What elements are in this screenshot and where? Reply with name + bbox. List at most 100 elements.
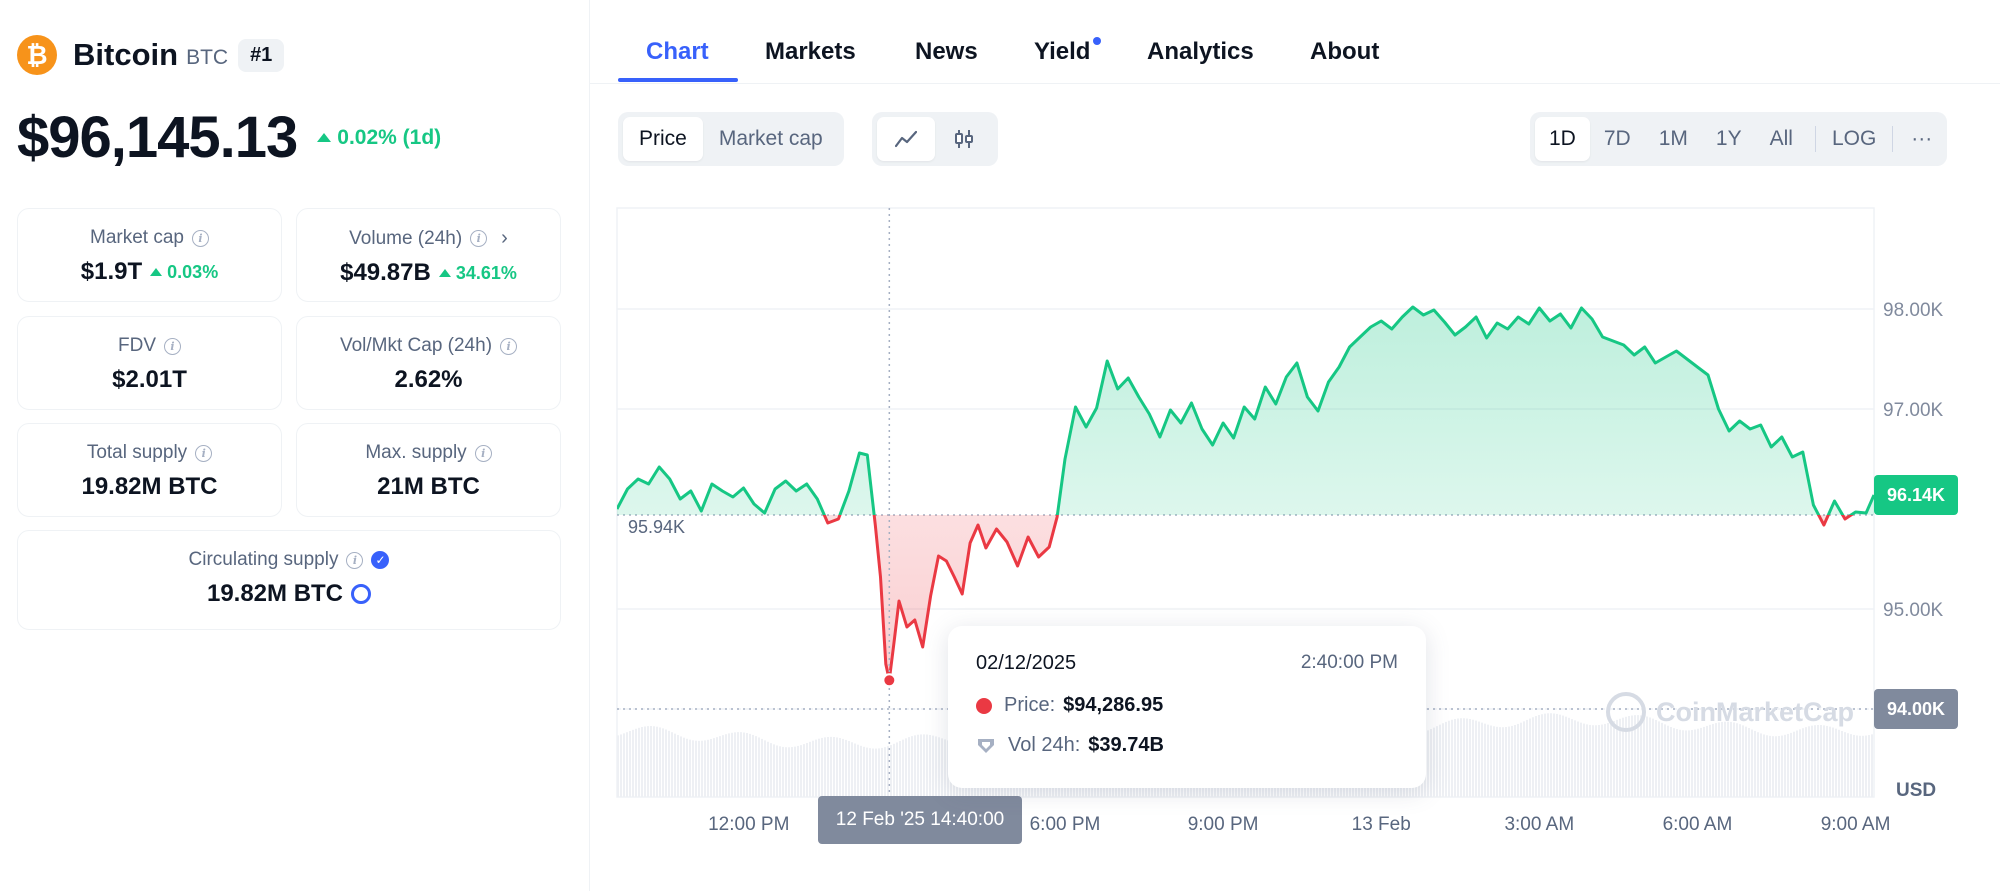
volume-bar — [1628, 716, 1630, 797]
volume-bar — [1799, 729, 1801, 797]
market-cap-change-value: 0.03% — [167, 261, 219, 282]
tooltip-volume-label: Vol 24h: — [1008, 734, 1081, 756]
hover-price-badge: 94.00K — [1874, 689, 1958, 729]
range-1d-button[interactable]: 1D — [1535, 117, 1590, 161]
info-icon[interactable]: i — [500, 337, 518, 355]
price-toggle-button[interactable]: Price — [623, 117, 703, 161]
market-cap-card[interactable]: Market cap i $1.9T 0.03% — [17, 208, 282, 302]
hover-time-label: 12 Feb '25 14:40:00 — [818, 796, 1022, 844]
total-supply-label: Total supply — [86, 442, 188, 463]
volume-bar — [1805, 727, 1807, 797]
volume-bar — [713, 738, 715, 797]
volume-bar — [1742, 725, 1744, 797]
volume-bar — [881, 747, 883, 797]
candlestick-icon[interactable] — [935, 117, 993, 161]
tab-news[interactable]: News — [915, 38, 978, 65]
volume-bar — [896, 742, 898, 797]
volume-bar — [1724, 721, 1726, 797]
volume-bar — [686, 738, 688, 797]
volume-bar — [1715, 723, 1717, 797]
volume-bar — [809, 741, 811, 797]
volume-bar — [818, 738, 820, 797]
volume-bar — [707, 739, 709, 797]
tab-analytics[interactable]: Analytics — [1147, 38, 1254, 65]
volume-bar — [746, 733, 748, 797]
price-line-down — [822, 515, 1854, 682]
volume-bar — [1751, 729, 1753, 797]
volume-bar — [680, 736, 682, 797]
x-tick-label: 9:00 PM — [1188, 814, 1259, 835]
tab-about[interactable]: About — [1310, 38, 1380, 65]
market-cap-toggle-button[interactable]: Market cap — [718, 127, 823, 150]
volume-bar — [1490, 725, 1492, 797]
range-all-button[interactable]: All — [1769, 127, 1793, 150]
currency-label: USD — [1896, 780, 1937, 801]
log-scale-button[interactable]: LOG — [1831, 127, 1877, 150]
volume-bar — [1664, 724, 1666, 797]
volume-bar — [1733, 722, 1735, 797]
coin-symbol: BTC — [186, 46, 229, 69]
volume-bar — [1439, 724, 1441, 797]
volume-bar — [758, 737, 760, 797]
volume-bar — [1811, 725, 1813, 797]
info-icon[interactable]: i — [470, 230, 488, 247]
volume-bar — [941, 738, 943, 797]
volume-bar — [1769, 735, 1771, 797]
tab-yield[interactable]: Yield — [1034, 38, 1091, 65]
range-1m-button[interactable]: 1M — [1658, 127, 1688, 150]
market-cap-change: 0.03% — [150, 262, 218, 283]
volume-bar — [1571, 719, 1573, 797]
volume-bar — [1661, 722, 1663, 797]
total-supply-card: Total supply i 19.82M BTC — [17, 423, 282, 517]
info-icon[interactable]: i — [195, 444, 213, 462]
y-tick-label: 95.00K — [1883, 600, 1944, 621]
volume-bar — [1631, 715, 1633, 797]
volume-bar — [1658, 721, 1660, 797]
info-icon[interactable]: i — [474, 444, 492, 462]
volume-bar — [1778, 736, 1780, 797]
tab-markets[interactable]: Markets — [765, 38, 856, 65]
range-1y-button[interactable]: 1Y — [1715, 127, 1742, 150]
volume-bar — [1466, 718, 1468, 797]
volume-bar — [1499, 727, 1501, 797]
volume-bar — [1427, 730, 1429, 797]
volume-bar — [1553, 713, 1555, 797]
volume-bar — [1562, 715, 1564, 797]
volume-bar — [1496, 726, 1498, 797]
volume-bar — [1856, 735, 1858, 797]
volume-bar — [653, 726, 655, 797]
volume-bar — [1757, 732, 1759, 797]
volume-bar — [1646, 716, 1648, 797]
volume-bar — [1634, 715, 1636, 797]
tooltip-time: 2:40:00 PM — [1300, 652, 1398, 673]
tab-chart[interactable]: Chart — [646, 38, 709, 65]
volume-bar — [1556, 713, 1558, 797]
vol-mkt-cap-value: 2.62% — [394, 366, 463, 393]
volume-card[interactable]: Volume (24h) i › $49.87B 34.61% — [296, 208, 561, 302]
volume-bar — [1463, 718, 1465, 797]
more-options-icon[interactable]: ··· — [1911, 127, 1933, 150]
volume-bar — [1700, 727, 1702, 797]
range-7d-button[interactable]: 7D — [1603, 127, 1631, 150]
divider — [1814, 126, 1816, 152]
y-tick-label: 98.00K — [1883, 300, 1944, 321]
volume-change: 34.61% — [438, 262, 517, 284]
volume-bar — [1688, 730, 1690, 797]
info-icon[interactable]: i — [191, 229, 209, 247]
volume-bar — [908, 737, 910, 797]
volume-bar — [1544, 713, 1546, 797]
info-icon[interactable]: i — [346, 551, 364, 569]
chevron-right-icon[interactable]: › — [501, 227, 508, 249]
price-dot-icon — [976, 697, 992, 714]
volume-bar — [875, 748, 877, 797]
line-chart-icon[interactable] — [877, 117, 935, 161]
volume-bar — [1706, 725, 1708, 797]
info-icon[interactable]: i — [164, 337, 181, 355]
volume-change-value: 34.61% — [455, 262, 517, 283]
chart-tooltip: 02/12/2025 2:40:00 PM Price: $94,286.95 … — [948, 626, 1426, 788]
volume-bar — [1478, 721, 1480, 797]
volume-bar — [1535, 716, 1537, 797]
volume-bar — [1697, 728, 1699, 797]
volume-bar — [938, 737, 940, 797]
volume-bar — [887, 746, 889, 797]
